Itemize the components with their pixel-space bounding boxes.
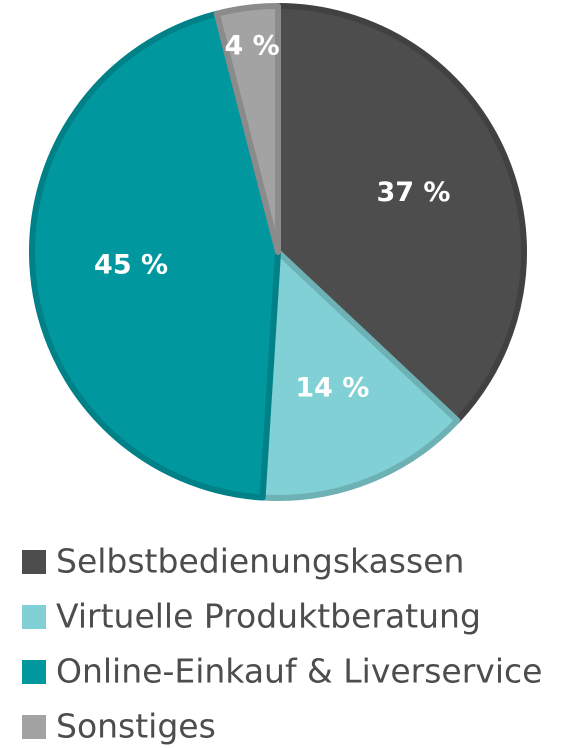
legend-swatch bbox=[22, 605, 46, 629]
value-label: 45 % bbox=[94, 249, 168, 280]
legend-swatch bbox=[22, 660, 46, 684]
pie-slice bbox=[259, 249, 461, 501]
value-label: 37 % bbox=[376, 177, 450, 208]
legend-label: Sonstiges bbox=[56, 707, 216, 746]
value-label: 4 % bbox=[224, 30, 279, 61]
pie-slice bbox=[29, 10, 281, 501]
legend-swatch bbox=[22, 550, 46, 574]
value-label: 14 % bbox=[295, 373, 369, 404]
legend-label: Virtuelle Produktberatung bbox=[56, 597, 481, 636]
legend-label: Online-Einkauf & Liverservice bbox=[56, 652, 542, 691]
legend-swatch bbox=[22, 715, 46, 739]
pie-slice bbox=[213, 3, 281, 255]
legend-label: Selbstbedienungskassen bbox=[56, 542, 464, 581]
pie-slice bbox=[275, 3, 527, 424]
